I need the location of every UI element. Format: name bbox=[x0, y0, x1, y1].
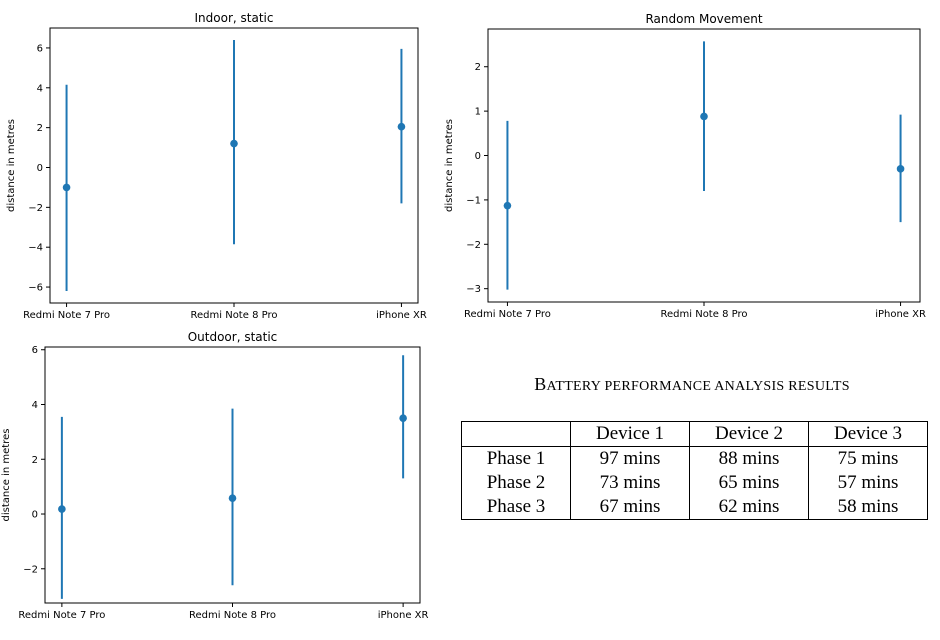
chart-outdoor-static: Outdoor, static −2 0 2 4 6 distance in metres R… bbox=[1, 330, 429, 621]
row-label: Phase 1 bbox=[461, 446, 571, 471]
data-point bbox=[58, 505, 66, 513]
table-cell: 75 mins bbox=[837, 448, 899, 469]
data-point bbox=[230, 139, 238, 148]
y-tick-label: 2 bbox=[37, 123, 43, 134]
table-cell: 73 mins bbox=[570, 471, 690, 495]
y-tick-label: −2 bbox=[28, 203, 43, 214]
table-title-rest: ATTERY PERFORMANCE ANALYSIS RESULTS bbox=[546, 379, 850, 394]
data-point bbox=[397, 122, 406, 131]
table-title: BATTERY PERFORMANCE ANALYSIS RESULTS bbox=[462, 374, 922, 395]
chart-title: Indoor, static bbox=[195, 11, 274, 25]
data-point bbox=[399, 414, 407, 422]
y-tick-label: 0 bbox=[475, 151, 481, 162]
y-tick-label: 4 bbox=[32, 400, 38, 411]
y-tick-label: −6 bbox=[28, 283, 43, 294]
table-cell: 58 mins bbox=[837, 496, 899, 517]
header-cell-empty bbox=[461, 421, 571, 447]
x-tick-label: iPhone XR bbox=[376, 310, 427, 321]
table-cell: 88 mins bbox=[689, 446, 809, 471]
y-tick-label: 6 bbox=[37, 43, 43, 54]
data-point bbox=[62, 183, 71, 192]
table-cell: 57 mins bbox=[837, 472, 899, 493]
table-title-initial: B bbox=[534, 374, 547, 394]
y-axis-label: distance in metres bbox=[444, 119, 455, 212]
y-tick-label: 2 bbox=[32, 455, 38, 466]
data-point bbox=[896, 165, 905, 173]
header-cell-device-3: Device 3 bbox=[808, 421, 928, 447]
x-tick-label: Redmi Note 8 Pro bbox=[191, 310, 278, 321]
x-tick-label: iPhone XR bbox=[875, 309, 926, 320]
x-tick-label: Redmi Note 7 Pro bbox=[23, 310, 110, 321]
y-tick-label: −4 bbox=[28, 243, 43, 254]
y-tick-label: −2 bbox=[466, 240, 481, 251]
y-tick-label: 0 bbox=[32, 510, 38, 521]
table-cell: 62 mins bbox=[689, 495, 809, 520]
y-axis-label: distance in metres bbox=[6, 119, 17, 212]
data-point bbox=[228, 494, 237, 502]
table-row: Phase 2 73 mins 65 mins 57 mins bbox=[461, 471, 928, 495]
data-point bbox=[700, 112, 708, 121]
y-tick-label: −2 bbox=[23, 564, 38, 575]
y-tick-label: 6 bbox=[32, 345, 38, 356]
header-cell-device-1: Device 1 bbox=[570, 421, 690, 447]
data-point bbox=[503, 201, 512, 210]
chart-indoor-static: Indoor, static −6 −4 −2 0 2 4 6 distance in metr… bbox=[6, 11, 427, 321]
x-tick-label: Redmi Note 7 Pro bbox=[464, 309, 551, 320]
y-tick-label: 2 bbox=[475, 62, 481, 73]
chart-title: Outdoor, static bbox=[188, 330, 278, 344]
battery-table: Device 1 Device 2 Device 3 Phase 1 97 mi… bbox=[461, 421, 928, 520]
x-tick-label: Redmi Note 7 Pro bbox=[18, 610, 105, 621]
x-tick-label: Redmi Note 8 Pro bbox=[189, 610, 276, 621]
x-tick-label: Redmi Note 8 Pro bbox=[661, 309, 748, 320]
table-header-row: Device 1 Device 2 Device 3 bbox=[461, 421, 928, 447]
y-tick-label: 4 bbox=[37, 83, 43, 94]
y-tick-label: −3 bbox=[466, 284, 481, 295]
chart-title: Random Movement bbox=[645, 12, 762, 26]
y-tick-label: −1 bbox=[466, 195, 481, 206]
table-cell: 67 mins bbox=[570, 495, 690, 520]
header-cell-device-2: Device 2 bbox=[689, 421, 809, 447]
y-tick-label: 1 bbox=[475, 107, 481, 118]
table-row: Phase 1 97 mins 88 mins 75 mins bbox=[461, 446, 928, 471]
row-label: Phase 2 bbox=[461, 471, 571, 495]
x-tick-label: iPhone XR bbox=[378, 610, 429, 621]
table-cell: 65 mins bbox=[689, 471, 809, 495]
chart-random-movement: Random Movement −3 −2 −1 0 1 2 distance in metr… bbox=[444, 12, 926, 320]
y-axis-label: distance in metres bbox=[1, 429, 12, 522]
row-label: Phase 3 bbox=[461, 495, 571, 520]
table-cell: 97 mins bbox=[570, 446, 690, 471]
table-row: Phase 3 67 mins 62 mins 58 mins bbox=[461, 495, 928, 520]
y-tick-label: 0 bbox=[37, 163, 43, 174]
